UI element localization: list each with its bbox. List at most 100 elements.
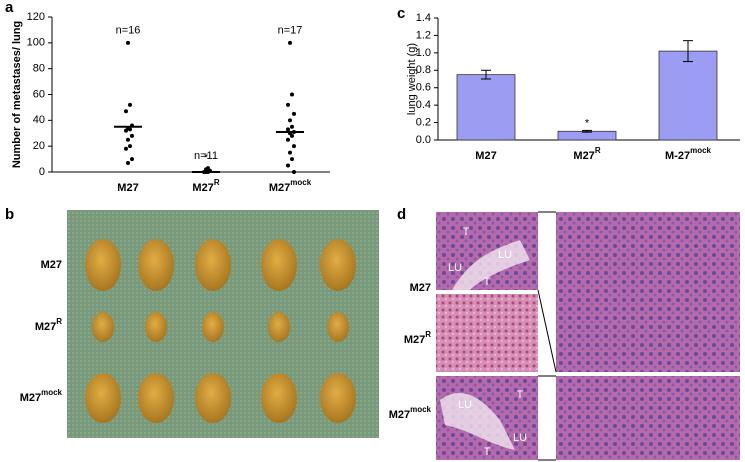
row-label-base: M27 [35,321,56,333]
data-point [292,170,296,174]
x-tick-label-sup: R [595,146,601,155]
data-point [286,127,290,132]
y-tick-label: 100 [27,37,45,49]
y-tick-label: 0.2 [416,116,431,128]
y-tick-label: 0.6 [416,82,431,94]
y-tick-label: 20 [33,140,45,152]
row-label-base: M27 [41,259,62,271]
row-label: M27R [404,330,431,346]
data-point [286,137,290,142]
lung-photos [85,239,356,423]
image-label: T [484,276,491,288]
data-point [124,146,128,151]
row-label: M27R [35,317,62,333]
panel-label: d [397,206,406,223]
image-label: T [517,389,524,401]
lung [320,239,356,291]
bar [658,50,718,141]
panel-label: b [5,206,14,223]
row-label-sup: R [425,330,431,339]
y-axis-label: Number of metastases/ lung [11,21,23,168]
row-label: M27 [41,259,62,271]
lung [92,312,114,342]
y-tick-label: 0 [39,166,45,178]
data-point [126,137,130,142]
significance: * [204,152,209,164]
y-tick-label: 80 [33,63,45,75]
significance: * [585,117,590,129]
row-label-base: M27 [410,282,431,294]
zoom-line [537,289,557,373]
data-point [290,124,294,129]
data-point [292,144,296,149]
row-label-base: M27 [389,409,410,421]
data-point [288,40,292,45]
x-tick-label: M-27mock [665,146,712,162]
lung [261,373,297,423]
data-point [126,40,130,45]
x-tick-label: M27R [192,178,219,194]
image-label: LU [448,262,462,274]
lung [195,239,231,291]
histology-lumen [452,240,530,290]
row-label: M27 [410,282,431,294]
y-tick-label: 0.8 [416,64,431,76]
histology-zoom [556,376,740,460]
data-point [124,128,128,133]
data-point [124,109,128,114]
panel-label: a [5,0,14,16]
y-tick-label: 1.4 [416,12,431,24]
lung [327,312,349,342]
lung [202,312,224,342]
image-label: LU [458,399,472,411]
y-tick-label: 1.0 [416,47,431,59]
data-point [286,102,290,107]
data-point [206,166,210,171]
lung [145,312,167,342]
data-point [286,163,290,168]
lung [195,373,231,423]
n-label: n=11 [194,150,218,162]
data-point [290,133,294,138]
image-label: T [463,226,470,238]
row-label-sup: mock [41,388,62,397]
data-point [290,157,294,162]
data-point [130,133,134,138]
n-label: n=16 [116,25,141,37]
y-tick-label: 40 [33,114,45,126]
histology-image [436,294,538,372]
histology-zoom [556,212,740,372]
row-label-sup: mock [410,405,431,414]
y-axis-label: lung weight (g) [406,43,418,115]
row-label-sup: R [56,317,62,326]
data-point [128,127,132,132]
image-label: LU [498,249,512,261]
lung [320,373,356,423]
data-point [128,102,132,107]
x-tick-label: M27mock [269,178,312,194]
x-tick-label: M27R [573,146,600,162]
x-tick-label-base: M27 [573,150,594,162]
x-tick-label: M27 [475,150,496,162]
x-tick-label: M27 [117,182,138,194]
image-label: LU [513,432,527,444]
lung [138,239,174,291]
lung [85,239,121,291]
lung [268,312,290,342]
x-tick-label-base: M-27 [665,150,690,162]
data-point [292,111,296,116]
row-label: M27mock [389,405,432,421]
y-tick-label: 1.2 [416,29,431,41]
data-point [288,150,292,155]
data-point [128,144,132,149]
x-tick-label-base: M27 [269,182,290,194]
histology-lumen [440,392,515,450]
panel-label: c [397,5,405,22]
data-point [290,92,294,97]
row-label: M27mock [20,388,63,404]
row-label-base: M27 [20,392,41,404]
data-point [130,157,134,162]
bar [456,74,516,141]
x-tick-label-base: M27 [117,182,138,194]
